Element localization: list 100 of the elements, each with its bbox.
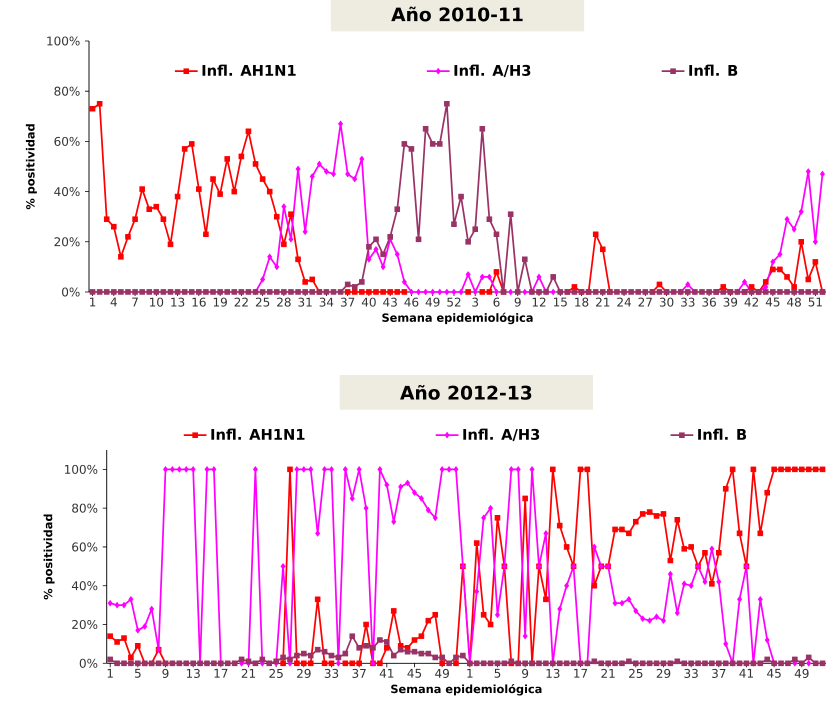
x-tick-label: 37 <box>340 298 354 307</box>
legend-label: Infl. AH1N1 <box>202 64 296 76</box>
point <box>458 288 464 296</box>
y-axis-title: % positividad <box>44 514 55 600</box>
point <box>763 284 768 290</box>
point <box>480 274 485 280</box>
x-tick-label: 22 <box>234 298 248 306</box>
point <box>310 173 315 180</box>
x-tick-label: 45 <box>766 298 780 307</box>
x-tick-label: 28 <box>277 298 291 307</box>
point <box>267 254 272 260</box>
y-tick-label: 0% <box>80 658 98 668</box>
point <box>806 168 811 175</box>
x-tick-label: 36 <box>702 298 716 307</box>
point <box>416 288 421 296</box>
x-tick-label: 27 <box>638 298 652 306</box>
point <box>359 156 364 162</box>
x-tick-label: 33 <box>324 668 338 678</box>
point <box>444 288 450 296</box>
x-axis-title: Semana epidemiológica <box>391 684 542 696</box>
y-tick-label: 40% <box>54 187 80 196</box>
x-tick-label: 17 <box>574 668 588 678</box>
point <box>352 176 358 182</box>
x-tick-label: 29 <box>297 668 311 678</box>
x-tick-label: 41 <box>739 668 753 678</box>
x-tick-label: 37 <box>712 668 726 678</box>
point <box>281 203 286 210</box>
y-tick-label: 80% <box>54 86 80 96</box>
x-tick-label: 43 <box>383 298 397 307</box>
point <box>380 264 386 270</box>
chart-title: Año 2010-11 <box>391 6 523 22</box>
point <box>345 170 350 178</box>
point <box>324 168 329 175</box>
x-tick-label: 49 <box>794 668 809 678</box>
x-tick-label: 41 <box>380 668 394 678</box>
x-tick-label: 4 <box>110 298 117 306</box>
legend-label: Infl. A/H3 <box>463 428 540 442</box>
point <box>408 288 414 296</box>
legend-label: Infl. B <box>698 428 746 440</box>
chart-title: Año 2012-13 <box>400 384 532 400</box>
x-tick-label: 12 <box>532 298 546 306</box>
point <box>522 288 528 296</box>
point <box>260 276 266 283</box>
x-tick-label: 1 <box>108 668 113 678</box>
point <box>366 256 372 263</box>
x-tick-label: 39 <box>724 298 738 307</box>
x-tick-label: 29 <box>656 668 670 678</box>
point <box>274 264 280 270</box>
x-tick-label: 21 <box>601 668 615 678</box>
x-tick-label: 19 <box>214 298 227 307</box>
x-tick-label: 13 <box>546 668 560 678</box>
x-tick-label: 25 <box>629 668 642 678</box>
point <box>792 226 797 232</box>
x-tick-label: 42 <box>744 298 758 306</box>
point <box>784 216 790 222</box>
point <box>777 251 782 258</box>
point <box>466 271 471 278</box>
point <box>820 170 825 178</box>
x-tick-label: 45 <box>767 668 781 678</box>
point <box>374 246 378 253</box>
legend-label: Infl. A/H3 <box>454 64 530 78</box>
x-tick-label: 37 <box>352 668 366 678</box>
point <box>494 288 499 296</box>
x-tick-label: 49 <box>426 298 440 307</box>
x-tick-label: 52 <box>447 298 460 307</box>
x-tick-label: 40 <box>362 298 376 307</box>
x-tick-label: 9 <box>522 668 528 678</box>
point <box>472 288 478 296</box>
y-tick-label: 40% <box>72 581 98 590</box>
x-tick-label: 46 <box>404 298 418 307</box>
x-tick-label: 15 <box>554 298 567 307</box>
point <box>486 274 492 280</box>
x-tick-label: 33 <box>681 298 694 307</box>
x-tick-label: 21 <box>596 298 610 306</box>
y-tick-label: 20% <box>54 237 80 246</box>
x-tick-label: 45 <box>407 668 422 678</box>
x-tick-label: 30 <box>660 298 674 307</box>
x-tick-label: 31 <box>298 298 312 307</box>
point <box>550 288 556 296</box>
point <box>685 281 690 288</box>
y-tick-label: 100% <box>47 36 80 46</box>
y-tick-label: 60% <box>72 542 98 552</box>
x-axis-title: Semana epidemiológica <box>382 312 533 324</box>
x-tick-label: 7 <box>132 298 138 306</box>
x-tick-label: 25 <box>256 298 270 307</box>
x-tick-label: 9 <box>162 668 168 678</box>
x-tick-label: 16 <box>192 298 206 307</box>
point <box>437 288 442 296</box>
x-tick-label: 24 <box>617 298 631 306</box>
y-tick-label: 0% <box>62 287 80 297</box>
y-tick-label: 100% <box>65 464 98 474</box>
point <box>331 170 336 178</box>
y-tick-label: 20% <box>72 620 98 630</box>
x-tick-label: 51 <box>808 298 822 307</box>
point <box>536 274 542 280</box>
point <box>508 288 514 296</box>
x-tick-label: 5 <box>134 668 141 678</box>
x-tick-label: 1 <box>467 668 473 678</box>
x-tick-label: 25 <box>269 668 283 678</box>
x-tick-label: 5 <box>494 668 500 678</box>
